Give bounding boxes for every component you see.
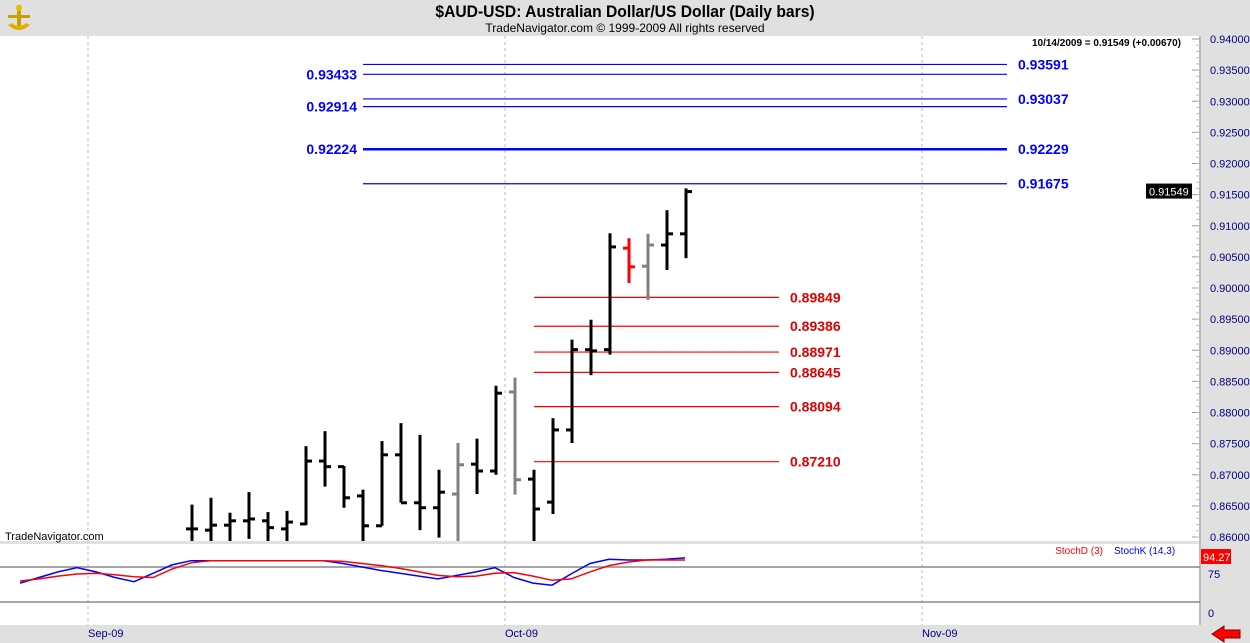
ohlc-bar (186, 504, 198, 541)
ohlc-bar (680, 188, 692, 259)
last-price-box (1146, 183, 1192, 199)
resistance-label-left: 0.92224 (306, 141, 357, 157)
last-price-label: 0.91549 (1149, 187, 1189, 199)
ohlc-bar (395, 423, 407, 505)
retracement-label: 0.88645 (790, 364, 841, 380)
y-tick-label: 0.88000 (1210, 408, 1250, 420)
price-readout: 10/14/2009 = 0.91549 (+0.00670) (1032, 38, 1181, 49)
stoch-last-box (1201, 549, 1231, 564)
ohlc-bar (205, 497, 217, 541)
y-tick-label: 0.93500 (1210, 65, 1250, 77)
resistance-label-right: 0.93591 (1018, 56, 1069, 72)
ohlc-bar (433, 469, 445, 538)
ohlc-bar (452, 443, 464, 541)
stoch-tick-label: 75 (1208, 569, 1220, 581)
retracement-label: 0.88971 (790, 344, 841, 360)
ohlc-bar (414, 434, 426, 531)
ohlc-bar (509, 377, 521, 495)
y-tick-label: 0.86000 (1210, 532, 1250, 544)
stoch-last-label: 94.27 (1203, 552, 1231, 564)
y-tick-label: 0.93000 (1210, 96, 1250, 108)
y-tick-label: 0.92000 (1210, 159, 1250, 171)
chart-title: $AUD-USD: Australian Dollar/US Dollar (D… (435, 2, 815, 21)
ohlc-bar (224, 512, 236, 541)
ohlc-bar (528, 469, 540, 541)
ohlc-bar (357, 489, 369, 541)
stoch-tick-label: 0 (1208, 608, 1214, 620)
ohlc-bar (604, 233, 616, 355)
y-tick-label: 0.90000 (1210, 283, 1250, 295)
retracement-label: 0.89849 (790, 289, 841, 305)
y-tick-label: 0.89500 (1210, 314, 1250, 326)
retracement-label: 0.87210 (790, 454, 841, 470)
resistance-label-right: 0.91675 (1018, 176, 1069, 192)
y-tick-label: 0.87000 (1210, 470, 1250, 482)
y-tick-label: 0.91000 (1210, 221, 1250, 233)
ohlc-bar (585, 319, 597, 376)
ohlc-bar (376, 441, 388, 528)
chart-subtitle: TradeNavigator.com © 1999-2009 All right… (485, 21, 765, 35)
ohlc-bar (661, 210, 673, 270)
stoch-line-k (19, 557, 686, 586)
y-tick-label: 0.88500 (1210, 376, 1250, 388)
x-tick-label: Nov-09 (922, 628, 957, 640)
y-tick-label: 0.87500 (1210, 439, 1250, 451)
ohlc-bar (471, 438, 483, 495)
ohlc-bar (300, 446, 312, 526)
y-tick-label: 0.92500 (1210, 127, 1250, 139)
ohlc-bar (262, 512, 274, 541)
ohlc-bar (490, 385, 502, 475)
trade-navigator-logo-icon (4, 3, 34, 33)
ohlc-bar (338, 465, 350, 508)
y-tick-label: 0.86500 (1210, 501, 1250, 513)
legend-stochd: StochD (3) (1055, 546, 1103, 557)
x-tick-label: Oct-09 (505, 628, 538, 640)
ohlc-bar (566, 339, 578, 444)
legend-stochk: StochK (14,3) (1114, 546, 1175, 557)
resistance-label-left: 0.93433 (306, 66, 357, 82)
y-tick-label: 0.94000 (1210, 34, 1250, 46)
ohlc-bar (547, 418, 559, 514)
retracement-label: 0.88094 (790, 399, 841, 415)
stoch-panel (0, 544, 1200, 625)
ohlc-bar (623, 238, 635, 284)
ohlc-bar (281, 510, 293, 541)
watermark-text: TradeNavigator.com (5, 531, 104, 543)
y-tick-label: 0.90500 (1210, 252, 1250, 264)
retracement-label: 0.89386 (790, 318, 841, 334)
ohlc-bar (319, 431, 331, 487)
stoch-line-d (19, 559, 685, 582)
scroll-left-arrow-icon[interactable] (1211, 625, 1241, 643)
ohlc-bar (642, 233, 654, 300)
y-tick-label: 0.89000 (1210, 345, 1250, 357)
resistance-label-right: 0.92229 (1018, 141, 1069, 157)
resistance-label-left: 0.92914 (306, 99, 357, 115)
y-tick-label: 0.91500 (1210, 190, 1250, 202)
x-tick-label: Sep-09 (88, 628, 123, 640)
price-bars (186, 188, 692, 541)
price-panel (0, 36, 1200, 541)
ohlc-bar (243, 492, 255, 539)
resistance-label-right: 0.93037 (1018, 91, 1069, 107)
